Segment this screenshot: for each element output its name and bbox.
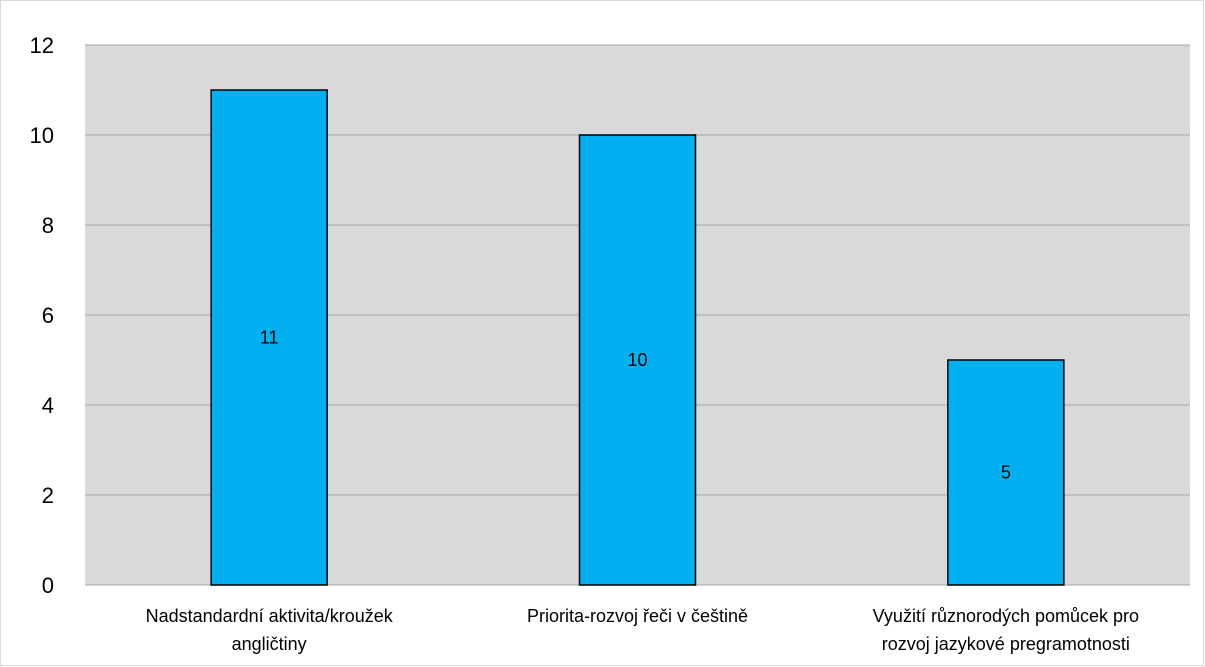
x-tick-label: Priorita-rozvoj řeči v češtině xyxy=(527,606,748,626)
y-tick-label: 8 xyxy=(42,213,54,238)
x-tick-label: angličtiny xyxy=(232,634,307,654)
y-tick-label: 10 xyxy=(30,123,54,148)
data-label: 11 xyxy=(260,328,279,348)
bar xyxy=(947,359,1065,586)
y-tick-label: 6 xyxy=(42,303,54,328)
data-label: 5 xyxy=(1001,463,1011,483)
y-tick-label: 0 xyxy=(42,573,54,598)
bar xyxy=(210,89,328,586)
y-tick-label: 4 xyxy=(42,393,54,418)
x-tick-label: Využití různorodých pomůcek pro xyxy=(873,606,1139,626)
y-tick-label: 12 xyxy=(30,33,54,58)
x-tick-label: rozvoj jazykové pregramotnosti xyxy=(882,634,1130,654)
bar xyxy=(578,134,697,586)
data-label: 10 xyxy=(627,350,647,370)
x-tick-label: Nadstandardní aktivita/kroužek xyxy=(146,606,394,626)
y-tick-label: 2 xyxy=(42,483,54,508)
